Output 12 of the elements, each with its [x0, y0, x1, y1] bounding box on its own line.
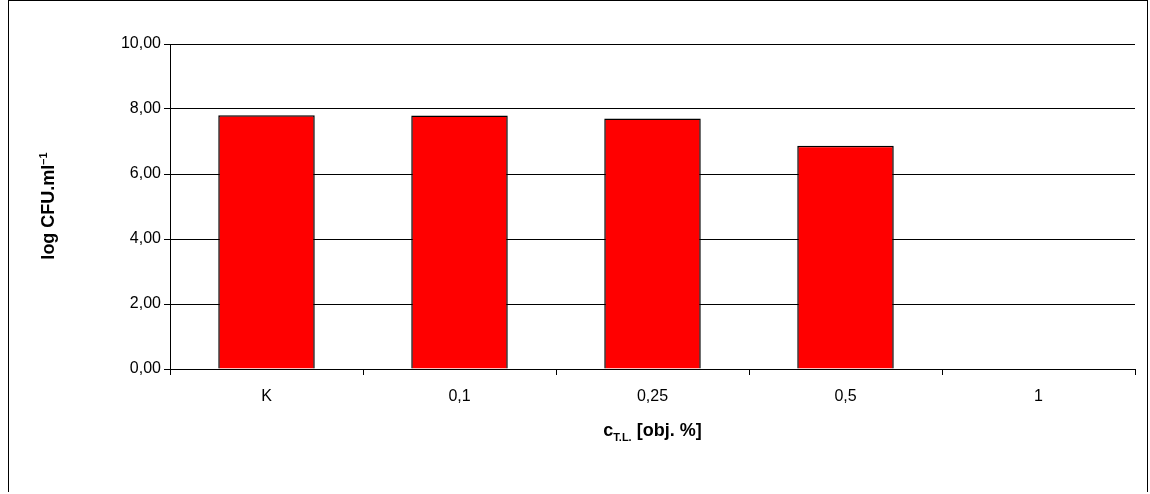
- y-tick-label: 0,00: [129, 359, 162, 377]
- x-tick-label: K: [261, 387, 273, 405]
- x-tick-label: 1: [1034, 387, 1044, 405]
- y-tick-label: 10,00: [120, 34, 162, 52]
- y-tick-label: 2,00: [129, 294, 162, 312]
- y-tick-label: 4,00: [129, 229, 162, 247]
- x-tick-label: 0,1: [448, 387, 471, 405]
- x-tick-label: 0,5: [834, 387, 857, 405]
- x-axis-title: c$_{T.L.}$ [obj. %]: [602, 420, 703, 443]
- x-tick-label: 0,25: [636, 387, 669, 405]
- y-tick-label: 6,00: [129, 164, 162, 182]
- y-tick-label: 8,00: [129, 99, 162, 117]
